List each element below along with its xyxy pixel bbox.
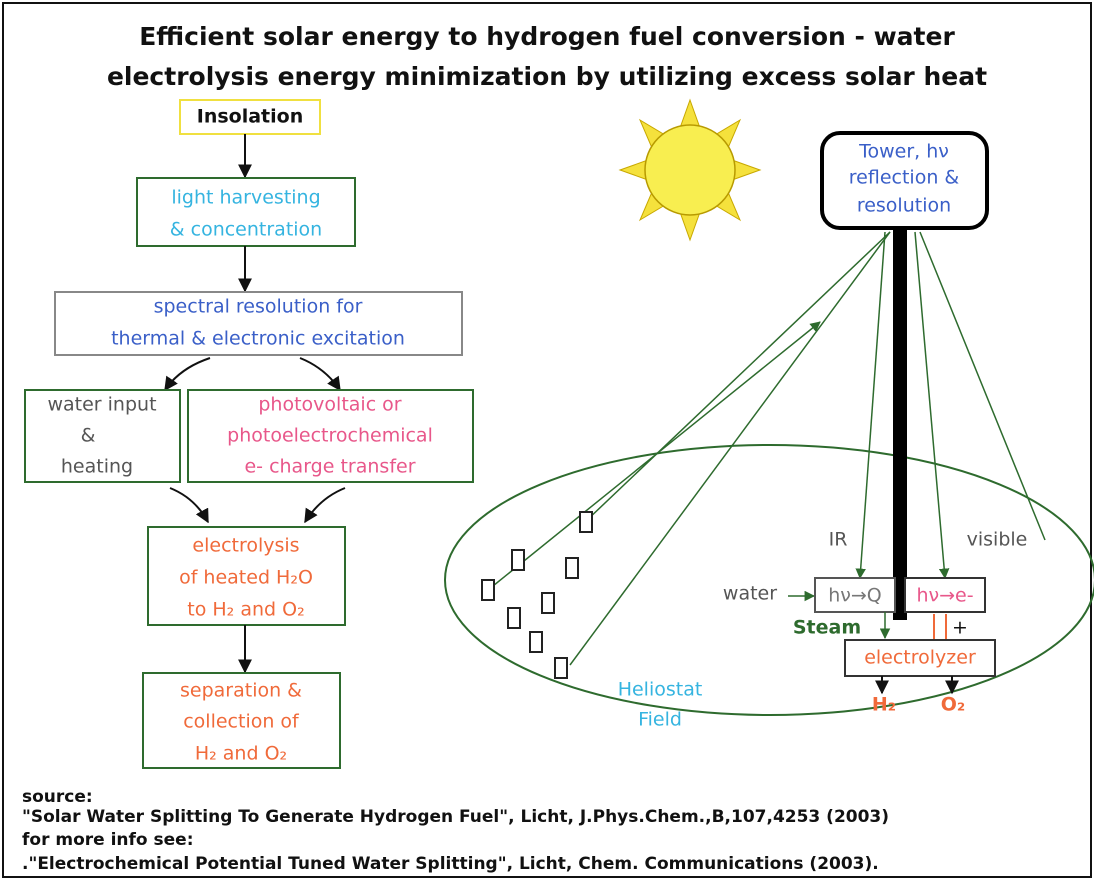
source-line: source:	[22, 787, 93, 807]
flowchart: Insolation light harvesting & concentrat…	[24, 99, 474, 769]
node-label: heating	[61, 456, 133, 478]
source-line: for more info see:	[22, 830, 194, 850]
plus-label: +	[952, 617, 968, 639]
node-label: electrolysis	[192, 535, 299, 557]
node-label: water input	[47, 394, 156, 416]
node-label: H₂ and O₂	[195, 743, 287, 765]
node-label: separation &	[180, 680, 302, 702]
node-box	[179, 99, 321, 135]
source-line: "Solar Water Splitting To Generate Hydro…	[22, 807, 889, 827]
field-label: Heliostat	[618, 679, 703, 701]
box-label: hν→e-	[916, 585, 973, 607]
node-label: collection of	[183, 711, 300, 733]
heliostat-field: Tower, hν reflection & resolution IR vis…	[444, 131, 1094, 731]
product-label: H₂	[872, 694, 896, 716]
box-label: electrolyzer	[864, 647, 976, 669]
node-label: Insolation	[197, 106, 303, 128]
steam-label: Steam	[793, 617, 861, 639]
node-label: photovoltaic or	[258, 394, 401, 416]
node-label: to H₂ and O₂	[187, 599, 304, 621]
product-label: O₂	[941, 694, 965, 716]
field-label: Field	[638, 709, 682, 731]
source: source: "Solar Water Splitting To Genera…	[22, 787, 889, 874]
title: Efficient solar energy to hydrogen fuel …	[139, 22, 955, 51]
node-box	[142, 672, 341, 769]
node-box	[136, 177, 356, 247]
node-label: spectral resolution for	[154, 296, 363, 318]
node-label: light harvesting	[171, 187, 320, 209]
title: electrolysis energy minimization by util…	[107, 62, 987, 91]
tower-label: resolution	[857, 195, 951, 217]
node-label: thermal & electronic excitation	[111, 328, 405, 350]
arrow	[169, 487, 209, 524]
arrow	[299, 357, 341, 392]
arrow	[304, 487, 346, 524]
node-box	[147, 526, 346, 626]
node-label: of heated H₂O	[179, 567, 313, 589]
tower-label: Tower, hν	[858, 141, 949, 163]
node-label: photoelectrochemical	[227, 425, 433, 447]
input-label: water	[723, 583, 777, 605]
node-label: &	[81, 425, 96, 447]
arrow	[164, 357, 211, 392]
node-box	[187, 389, 474, 483]
node-box	[54, 291, 463, 356]
tower-label: reflection &	[849, 167, 960, 189]
ray-label: visible	[967, 529, 1028, 551]
sun	[618, 98, 762, 242]
ray-label: IR	[829, 529, 848, 551]
box-label: hν→Q	[828, 585, 882, 607]
source-line: ."Electrochemical Potential Tuned Water …	[22, 854, 879, 874]
node-label: & concentration	[170, 219, 322, 241]
node-box	[24, 389, 181, 483]
node-label: e- charge transfer	[244, 456, 415, 478]
